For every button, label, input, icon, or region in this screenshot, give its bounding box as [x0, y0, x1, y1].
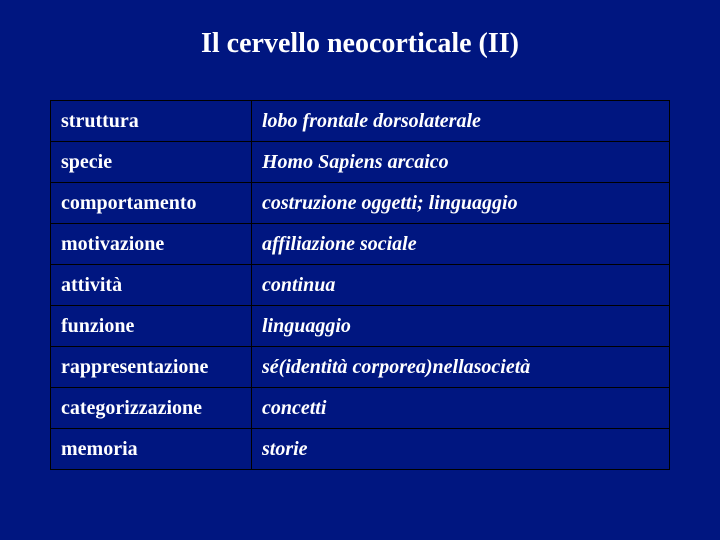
- row-value: affiliazione sociale: [252, 224, 670, 265]
- table-row: struttura lobo frontale dorsolaterale: [51, 101, 670, 142]
- row-label: rappresentazione: [51, 347, 252, 388]
- table-body: struttura lobo frontale dorsolaterale sp…: [51, 101, 670, 470]
- row-label: attività: [51, 265, 252, 306]
- table-row: specie Homo Sapiens arcaico: [51, 142, 670, 183]
- row-label: comportamento: [51, 183, 252, 224]
- row-label: memoria: [51, 429, 252, 470]
- row-value: storie: [252, 429, 670, 470]
- slide-title: Il cervello neocorticale (II): [0, 28, 720, 60]
- row-label: specie: [51, 142, 252, 183]
- row-value: continua: [252, 265, 670, 306]
- table-row: funzione linguaggio: [51, 306, 670, 347]
- table-row: attività continua: [51, 265, 670, 306]
- row-value: Homo Sapiens arcaico: [252, 142, 670, 183]
- row-label: categorizzazione: [51, 388, 252, 429]
- row-value: costruzione oggetti; linguaggio: [252, 183, 670, 224]
- table-row: rappresentazione sé(identità corporea)ne…: [51, 347, 670, 388]
- row-value: concetti: [252, 388, 670, 429]
- table-row: memoria storie: [51, 429, 670, 470]
- table-row: comportamento costruzione oggetti; lingu…: [51, 183, 670, 224]
- row-value: sé(identità corporea)nellasocietà: [252, 347, 670, 388]
- row-label: struttura: [51, 101, 252, 142]
- table-row: categorizzazione concetti: [51, 388, 670, 429]
- row-value: linguaggio: [252, 306, 670, 347]
- row-label: motivazione: [51, 224, 252, 265]
- slide: Il cervello neocorticale (II) struttura …: [0, 0, 720, 540]
- row-label: funzione: [51, 306, 252, 347]
- table-row: motivazione affiliazione sociale: [51, 224, 670, 265]
- row-value: lobo frontale dorsolaterale: [252, 101, 670, 142]
- content-table: struttura lobo frontale dorsolaterale sp…: [50, 100, 670, 470]
